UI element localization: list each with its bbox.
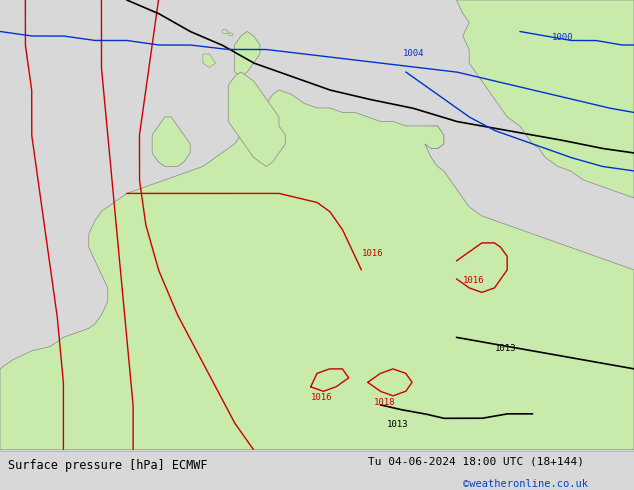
Text: 1004: 1004 <box>403 49 424 58</box>
Polygon shape <box>228 32 233 36</box>
Polygon shape <box>456 0 634 198</box>
Text: 1016: 1016 <box>311 393 332 402</box>
Text: 1000: 1000 <box>552 33 573 43</box>
Text: Tu 04-06-2024 18:00 UTC (18+144): Tu 04-06-2024 18:00 UTC (18+144) <box>368 457 584 467</box>
Text: Surface pressure [hPa] ECMWF: Surface pressure [hPa] ECMWF <box>8 460 207 472</box>
Text: 1013: 1013 <box>387 420 408 429</box>
Polygon shape <box>228 72 285 167</box>
Polygon shape <box>235 31 260 76</box>
Polygon shape <box>222 29 228 34</box>
Polygon shape <box>425 126 444 148</box>
Polygon shape <box>0 90 634 450</box>
Text: 1016: 1016 <box>463 276 484 285</box>
Text: ©weatheronline.co.uk: ©weatheronline.co.uk <box>463 479 588 489</box>
Text: 1016: 1016 <box>361 249 383 258</box>
Polygon shape <box>203 54 216 68</box>
Text: 1018: 1018 <box>374 398 396 407</box>
Text: 1013: 1013 <box>495 344 516 353</box>
Polygon shape <box>152 117 190 167</box>
